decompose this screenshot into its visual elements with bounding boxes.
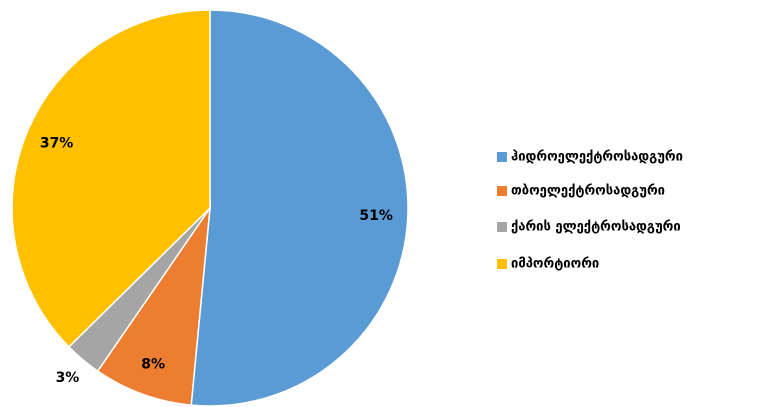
pie-slice [190,9,409,407]
legend-text: ქარის ელექტროსადგური [511,220,681,235]
data-label: 8% [141,356,165,372]
legend-swatch [497,152,507,162]
pie-slice [11,9,211,348]
legend-swatch [497,259,507,269]
legend-swatch [497,186,507,196]
legend-text: იმპორტიორი [511,257,599,272]
legend-swatch [497,222,507,232]
data-label: 3% [56,370,80,386]
legend-text: თბოელექტროსადგური [511,184,665,199]
pie-slice [96,205,212,406]
data-label: 37% [40,136,74,152]
legend-text: ჰიდროელექტროსადგური [511,150,683,165]
data-label: 51% [359,208,393,224]
